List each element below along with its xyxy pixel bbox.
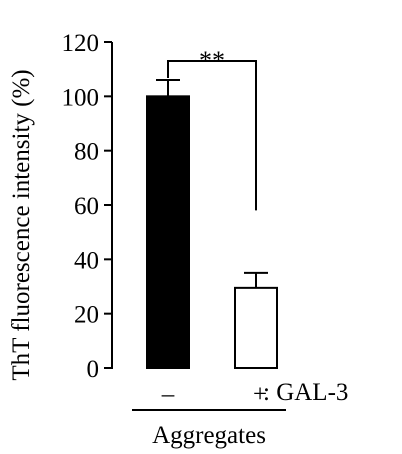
y-axis-title: ThT fluorescence intensity (%) xyxy=(8,69,35,380)
category-labels: – + xyxy=(161,381,267,408)
y-tick-label: 20 xyxy=(74,302,99,329)
y-tick-label: 60 xyxy=(74,193,99,220)
y-tick-label: 0 xyxy=(87,356,100,383)
category-label: + xyxy=(253,381,267,408)
category-label: – xyxy=(161,381,175,408)
bar xyxy=(146,95,190,369)
significance-bracket xyxy=(167,60,257,211)
y-tick-label: 40 xyxy=(74,247,99,274)
bars xyxy=(146,79,278,370)
group-label: Aggregates xyxy=(152,422,266,449)
bar xyxy=(234,286,278,370)
y-tick-label: 80 xyxy=(74,139,99,166)
y-tick-label: 100 xyxy=(62,84,100,111)
y-tick-label: 120 xyxy=(62,30,100,57)
y-axis-ticks: 0 20 40 60 80 100 120 xyxy=(62,30,112,383)
condition-label: : GAL-3 xyxy=(263,379,348,406)
significance-label: ** xyxy=(199,46,225,75)
